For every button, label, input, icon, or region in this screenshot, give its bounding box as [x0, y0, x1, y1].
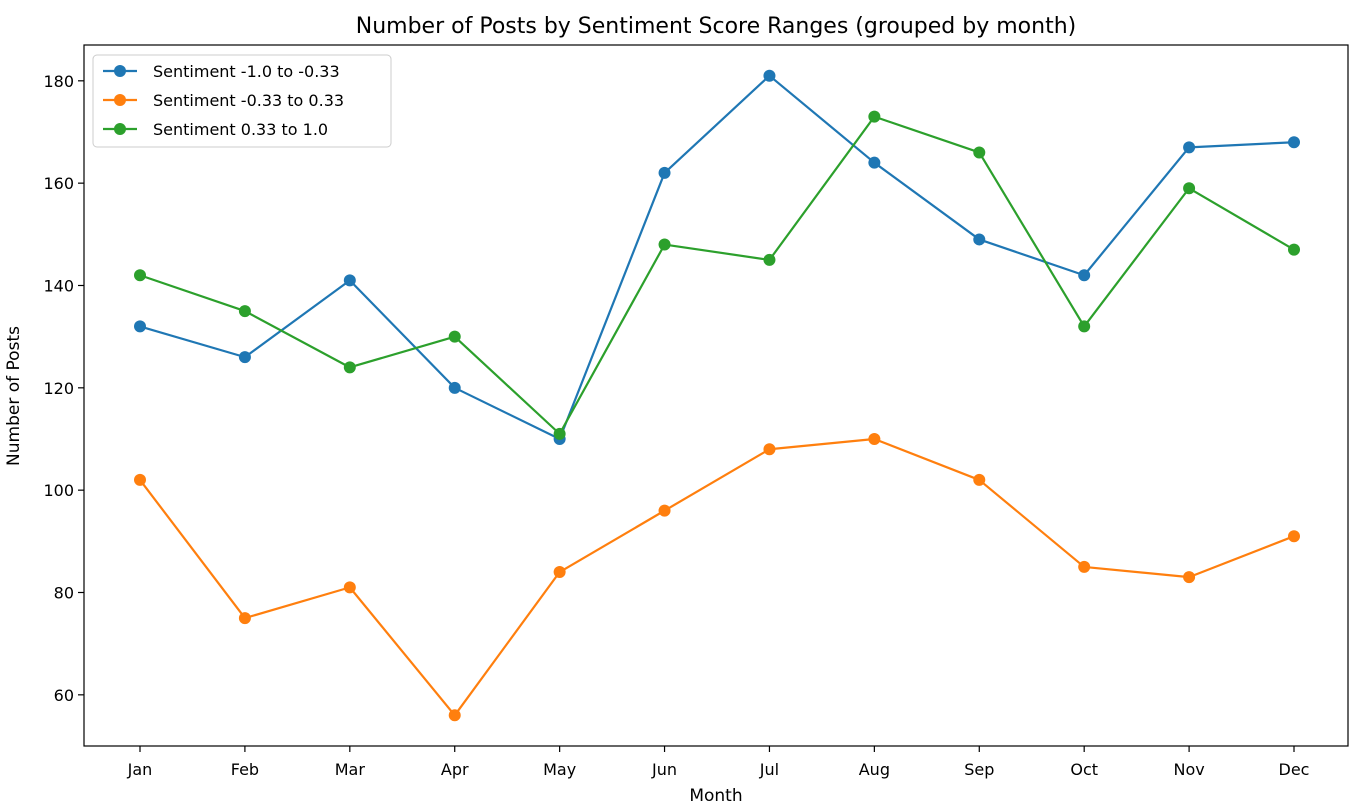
- legend-box: [92, 54, 392, 148]
- legend-label: Sentiment -1.0 to -0.33: [153, 62, 340, 81]
- data-point: [448, 381, 461, 394]
- data-point: [973, 146, 986, 159]
- data-point: [343, 581, 356, 594]
- y-tick-label: 120: [43, 379, 74, 398]
- data-point: [553, 427, 566, 440]
- y-tick-label: 100: [43, 481, 74, 500]
- legend-marker: [114, 94, 126, 106]
- data-point: [763, 69, 776, 82]
- data-point: [1288, 243, 1300, 256]
- legend-label: Sentiment -0.33 to 0.33: [153, 91, 344, 110]
- x-tick-label: Feb: [231, 760, 259, 779]
- legend-marker: [114, 65, 126, 77]
- x-tick-label: Apr: [441, 760, 469, 779]
- data-point: [658, 238, 671, 251]
- y-tick-label: 60: [54, 686, 74, 705]
- series-line: [139, 115, 1295, 435]
- data-point: [1183, 571, 1196, 584]
- data-point: [1183, 141, 1196, 154]
- series-1: [134, 69, 1300, 445]
- y-axis-label: Number of Posts: [4, 326, 24, 466]
- data-point: [1078, 320, 1091, 333]
- data-point: [134, 320, 146, 333]
- x-tick-label: Nov: [1173, 760, 1204, 779]
- y-tick-label: 140: [43, 276, 74, 295]
- x-axis: Jan Feb Mar Apr May Jun Jul Aug Sep Oct Nov Dec: [127, 746, 1310, 779]
- data-point: [238, 351, 251, 364]
- chart-title: Number of Posts by Sentiment Score Range…: [356, 14, 1076, 39]
- x-tick-label: Dec: [1279, 760, 1310, 779]
- data-point: [553, 566, 566, 579]
- series-line: [139, 74, 1295, 441]
- x-tick-label: Aug: [859, 760, 890, 779]
- data-point: [1183, 182, 1196, 195]
- series-2: [134, 432, 1300, 722]
- data-point: [658, 504, 671, 517]
- legend-marker: [114, 123, 126, 135]
- x-tick-label: May: [543, 760, 576, 779]
- legend-item: Sentiment -0.33 to 0.33: [103, 91, 344, 110]
- y-tick-label: 80: [54, 583, 74, 602]
- axes-frame: [83, 44, 1349, 747]
- data-point: [868, 110, 881, 123]
- y-tick-label: 180: [43, 72, 74, 91]
- data-point: [238, 305, 251, 318]
- data-point: [868, 156, 881, 169]
- data-point: [1078, 269, 1091, 282]
- x-tick-label: Jan: [127, 760, 153, 779]
- series-3: [134, 110, 1300, 440]
- legend-item: Sentiment 0.33 to 1.0: [103, 120, 328, 139]
- data-point: [658, 166, 671, 179]
- data-point: [343, 361, 356, 374]
- legend-item: Sentiment -1.0 to -0.33: [103, 62, 340, 81]
- x-tick-label: Mar: [335, 760, 366, 779]
- data-point: [973, 233, 986, 246]
- legend-label: Sentiment 0.33 to 1.0: [153, 120, 328, 139]
- data-point: [238, 612, 251, 625]
- data-point: [448, 330, 461, 343]
- data-point: [973, 473, 986, 486]
- data-point: [1288, 530, 1300, 543]
- data-point: [134, 269, 146, 282]
- data-point: [134, 473, 146, 486]
- series-line: [139, 437, 1295, 717]
- data-point: [763, 253, 776, 266]
- plot-area: [134, 69, 1300, 722]
- x-tick-label: Oct: [1070, 760, 1098, 779]
- x-tick-label: Jun: [651, 760, 677, 779]
- y-tick-label: 160: [43, 174, 74, 193]
- legend: Sentiment -1.0 to -0.33 Sentiment -0.33 t…: [92, 54, 392, 148]
- x-axis-label: Month: [689, 786, 742, 804]
- data-point: [1078, 560, 1091, 573]
- x-tick-label: Jul: [759, 760, 779, 779]
- data-point: [1288, 136, 1300, 149]
- x-tick-label: Sep: [964, 760, 994, 779]
- data-point: [868, 432, 881, 445]
- data-point: [448, 709, 461, 722]
- y-axis: 60 80 100 120 140 160 180: [43, 72, 84, 705]
- data-point: [763, 443, 776, 456]
- data-point: [343, 274, 356, 287]
